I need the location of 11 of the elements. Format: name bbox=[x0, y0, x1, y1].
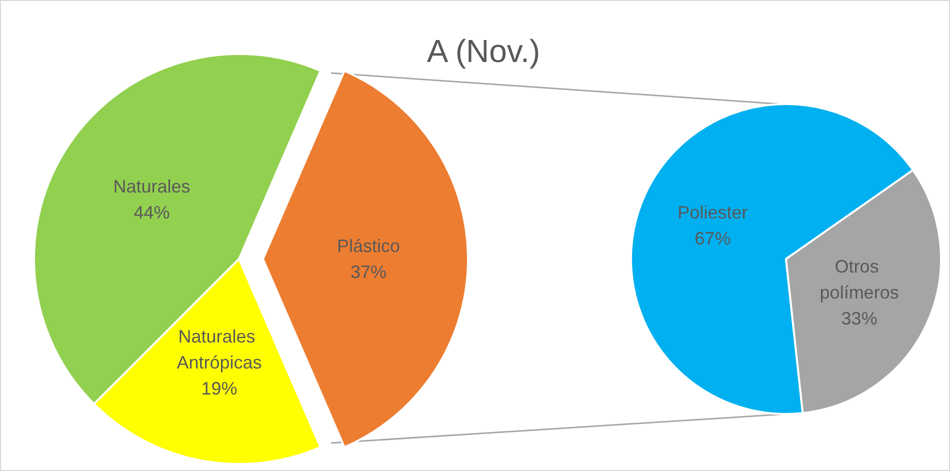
slice-label: Naturales bbox=[113, 176, 190, 197]
data-label: 67% bbox=[694, 228, 731, 249]
data-label: 44% bbox=[134, 202, 170, 223]
chart-title: A (Nov.) bbox=[426, 33, 542, 70]
slice-label: Plástico bbox=[336, 236, 400, 256]
data-label: 37% bbox=[350, 262, 387, 282]
data-label: 33% bbox=[841, 308, 878, 328]
data-label: 19% bbox=[201, 378, 238, 399]
slice-label: Poliester bbox=[678, 202, 748, 223]
slice-label: Otros polímeros bbox=[820, 256, 899, 302]
slice-label: Naturales Antrópicas bbox=[176, 326, 262, 373]
